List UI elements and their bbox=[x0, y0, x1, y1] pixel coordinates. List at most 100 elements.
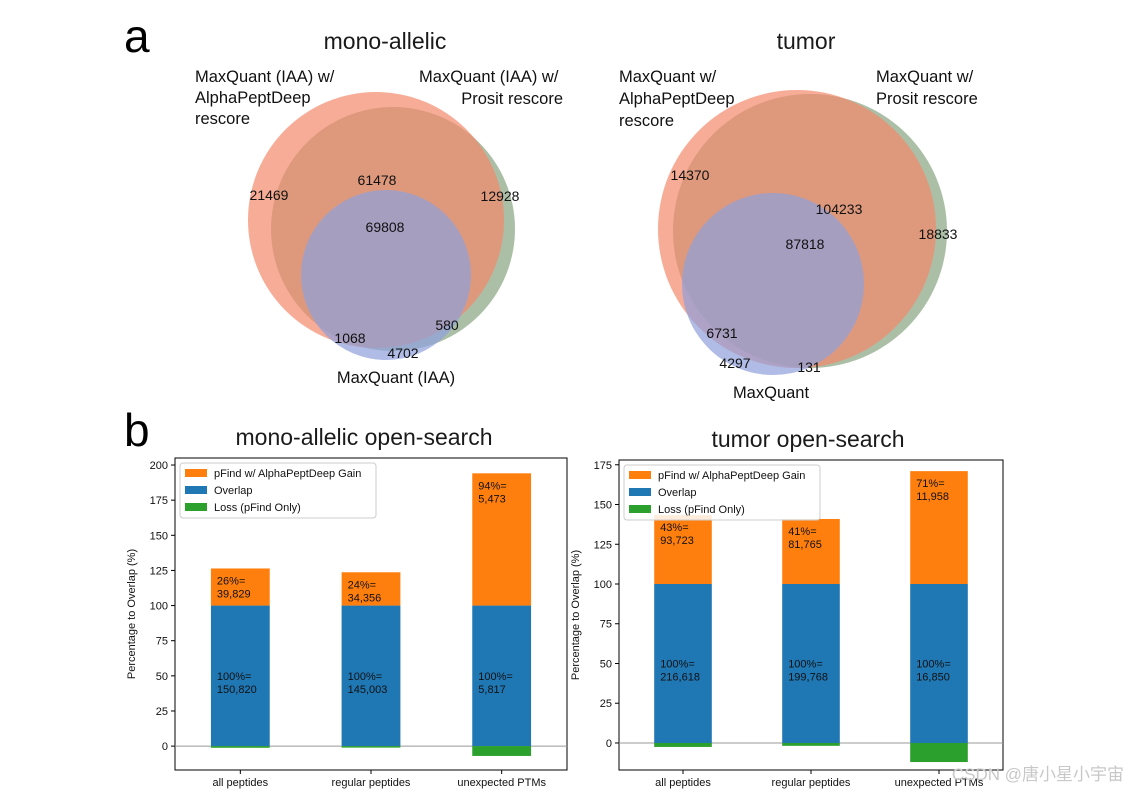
panel-a-letter: a bbox=[124, 10, 150, 62]
legend-swatch bbox=[185, 486, 207, 494]
bar-gain-label-pct: 71%= bbox=[916, 478, 944, 490]
venn-tumor: tumor MaxQuant w/ AlphaPeptDeep rescore … bbox=[619, 28, 978, 402]
bar-overlap-label-pct: 100%= bbox=[788, 658, 823, 670]
bar-gain-label-pct: 41%= bbox=[788, 526, 816, 538]
venn-set-label-maxquant: MaxQuant (IAA) bbox=[337, 369, 455, 387]
bar-loss bbox=[654, 742, 712, 747]
bar-gain-label-count: 11,958 bbox=[916, 491, 949, 503]
bar-gain-label-pct: 94%= bbox=[478, 480, 506, 492]
venn-mono-allelic: mono-allelic MaxQuant (IAA) w/ AlphaPept… bbox=[195, 28, 563, 387]
bar-gain bbox=[654, 515, 712, 584]
bar-gain bbox=[341, 572, 401, 606]
venn-title: tumor bbox=[777, 28, 836, 54]
bar-loss bbox=[210, 746, 270, 748]
bar-gain bbox=[910, 471, 968, 584]
legend-swatch bbox=[629, 471, 651, 479]
x-tick-label: unexpected PTMs bbox=[457, 777, 546, 789]
legend-label: pFind w/ AlphaPeptDeep Gain bbox=[214, 468, 361, 480]
x-tick-label: regular peptides bbox=[332, 777, 411, 789]
bar-gain bbox=[782, 518, 840, 584]
legend-label: Loss (pFind Only) bbox=[658, 504, 745, 516]
bar-gain bbox=[210, 568, 270, 606]
panel-b-letter: b bbox=[124, 404, 150, 456]
bar-overlap bbox=[341, 605, 401, 747]
venn-region-alphapeptdeep-only: 14370 bbox=[671, 167, 710, 183]
legend-box bbox=[179, 462, 377, 519]
legend-label: Loss (pFind Only) bbox=[214, 502, 301, 514]
y-tick-label: 200 bbox=[150, 460, 168, 472]
y-tick-label: 100 bbox=[594, 579, 612, 591]
y-tick-label: 75 bbox=[600, 619, 612, 631]
venn-region-prosit-only: 12928 bbox=[481, 188, 520, 204]
y-tick-label: 100 bbox=[150, 601, 168, 613]
venn-set-label-prosit: MaxQuant (IAA) w/ Prosit rescore bbox=[419, 68, 563, 108]
venn-region-alphapeptdeep-maxquant: 6731 bbox=[706, 325, 737, 341]
y-tick-label: 175 bbox=[594, 460, 612, 472]
bar-loss bbox=[910, 742, 968, 763]
venn-region-prosit-only: 18833 bbox=[919, 226, 958, 242]
venn-region-alphapeptdeep-prosit: 61478 bbox=[358, 172, 397, 188]
bar-gain-label-count: 5,473 bbox=[478, 493, 506, 505]
legend-swatch bbox=[185, 469, 207, 477]
legend-label: Overlap bbox=[214, 485, 253, 497]
bar-gain bbox=[472, 473, 532, 606]
bar-overlap bbox=[782, 584, 840, 743]
venn-region-prosit-maxquant: 131 bbox=[797, 359, 821, 375]
bar-overlap-label-count: 145,003 bbox=[348, 684, 388, 696]
legend-label: pFind w/ AlphaPeptDeep Gain bbox=[658, 470, 805, 482]
y-axis-label: Percentage to Overlap (%) bbox=[570, 550, 582, 680]
venn-region-all-three: 87818 bbox=[786, 236, 825, 252]
legend-swatch bbox=[629, 488, 651, 496]
venn-set-label-alphapeptdeep: MaxQuant (IAA) w/ AlphaPeptDeep rescore bbox=[195, 68, 339, 128]
venn-region-alphapeptdeep-only: 21469 bbox=[250, 187, 289, 203]
bar-loss bbox=[782, 742, 840, 746]
y-tick-label: 150 bbox=[150, 530, 168, 542]
bar-overlap-label-pct: 100%= bbox=[217, 671, 252, 683]
y-tick-label: 25 bbox=[156, 706, 168, 718]
y-tick-label: 50 bbox=[156, 671, 168, 683]
bar-gain-label-pct: 43%= bbox=[660, 522, 688, 534]
bar-gain-label-count: 34,356 bbox=[348, 592, 382, 604]
venn-set-label-prosit: MaxQuant w/ Prosit rescore bbox=[876, 68, 978, 108]
venn-set-label-alphapeptdeep: MaxQuant w/ AlphaPeptDeep rescore bbox=[619, 68, 739, 130]
bar-chart-tumor: tumor open-search 0 25 50 75 100 125 150 175 Perc… bbox=[570, 426, 1004, 789]
venn-region-alphapeptdeep-maxquant: 1068 bbox=[334, 330, 365, 346]
bar-gain-label-count: 93,723 bbox=[660, 535, 694, 547]
y-tick-label: 50 bbox=[600, 658, 612, 670]
bar-overlap-label-count: 216,618 bbox=[660, 671, 700, 683]
y-tick-label: 125 bbox=[150, 565, 168, 577]
y-tick-label: 75 bbox=[156, 636, 168, 648]
y-tick-label: 175 bbox=[150, 495, 168, 507]
x-tick-label: all peptides bbox=[655, 777, 711, 789]
bar-gain-label-count: 39,829 bbox=[217, 588, 251, 600]
x-tick-label: unexpected PTMs bbox=[895, 777, 984, 789]
bar-loss bbox=[341, 746, 401, 748]
y-tick-label: 150 bbox=[594, 500, 612, 512]
venn-circle-maxquant bbox=[301, 190, 471, 360]
venn-region-maxquant-only: 4297 bbox=[719, 355, 750, 371]
bar-gain-label-count: 81,765 bbox=[788, 539, 822, 551]
legend-swatch bbox=[185, 503, 207, 511]
y-axis-label: Percentage to Overlap (%) bbox=[126, 549, 138, 679]
y-tick-label: 125 bbox=[594, 539, 612, 551]
bar-loss bbox=[472, 746, 532, 756]
bar-chart-mono-allelic: mono-allelic open-search 0 25 50 75 100 125 150… bbox=[126, 424, 568, 789]
bar-overlap bbox=[210, 605, 270, 747]
venn-region-maxquant-only: 4702 bbox=[387, 345, 418, 361]
bar-gain-label-pct: 24%= bbox=[348, 579, 376, 591]
venn-region-all-three: 69808 bbox=[366, 219, 405, 235]
venn-set-label-maxquant: MaxQuant bbox=[733, 384, 810, 402]
legend-label: Overlap bbox=[658, 487, 697, 499]
chart-title: mono-allelic open-search bbox=[236, 424, 493, 450]
bar-overlap-label-pct: 100%= bbox=[348, 671, 383, 683]
chart-title: tumor open-search bbox=[711, 426, 904, 452]
venn-region-prosit-maxquant: 580 bbox=[435, 317, 459, 333]
venn-circle-maxquant bbox=[682, 193, 864, 375]
bar-overlap bbox=[654, 584, 712, 743]
venn-region-alphapeptdeep-prosit: 104233 bbox=[816, 201, 863, 217]
bar-overlap-label-count: 5,817 bbox=[478, 684, 506, 696]
bar-overlap-label-count: 150,820 bbox=[217, 684, 257, 696]
venn-title: mono-allelic bbox=[324, 28, 447, 54]
bar-overlap-label-count: 16,850 bbox=[916, 671, 950, 683]
